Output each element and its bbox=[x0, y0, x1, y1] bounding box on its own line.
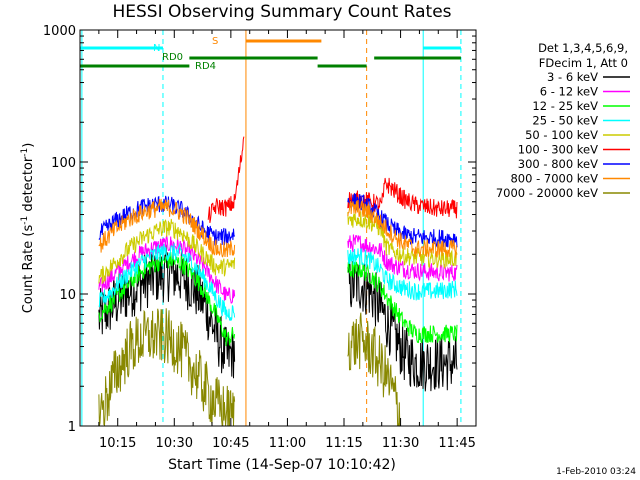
legend-label-3: 25 - 50 keV bbox=[532, 114, 598, 128]
legend-label-7: 800 - 7000 keV bbox=[510, 172, 598, 186]
flag-label-s: S bbox=[212, 36, 218, 47]
y-tick-label-1: 10 bbox=[59, 288, 76, 303]
y-axis-label-sup2: -1 bbox=[20, 148, 30, 157]
series-line-7-seg1 bbox=[98, 198, 236, 258]
series-line-6-seg2 bbox=[347, 193, 458, 249]
x-tick-label-5: 11:30 bbox=[382, 436, 419, 451]
series-line-1-seg2 bbox=[347, 234, 458, 282]
x-tick-label-1: 10:30 bbox=[156, 436, 193, 451]
series-line-3-seg1 bbox=[98, 242, 236, 321]
y-axis-label-end: ) bbox=[21, 143, 36, 148]
x-axis-label: Start Time (14-Sep-07 10:10:42) bbox=[168, 457, 396, 473]
legend-label-5: 100 - 300 keV bbox=[518, 143, 598, 157]
x-tick-label-0: 10:15 bbox=[99, 436, 136, 451]
y-tick-label-0: 1 bbox=[68, 420, 76, 435]
series-line-4-seg2 bbox=[347, 211, 458, 270]
footer-timestamp: 1-Feb-2010 03:24 bbox=[556, 467, 636, 477]
y-tick-label-2: 100 bbox=[51, 156, 76, 171]
legend-label-6: 300 - 800 keV bbox=[518, 157, 598, 171]
legend: Det 1,3,4,5,6,9,FDecim 1, Att 03 - 6 keV… bbox=[496, 41, 630, 200]
legend-label-4: 50 - 100 keV bbox=[525, 128, 598, 142]
flag-layer: N S RD0 RD4 bbox=[80, 36, 461, 72]
series-line-8-seg2 bbox=[347, 312, 401, 427]
legend-label-0: 3 - 6 keV bbox=[547, 70, 598, 84]
y-axis-label: Count Rate (s-1 detector-1) bbox=[20, 143, 36, 314]
y-axis: 1 10 100 1000 bbox=[43, 24, 476, 435]
x-tick-label-3: 11:00 bbox=[269, 436, 306, 451]
series-line-0-seg2 bbox=[347, 259, 458, 392]
y-axis-label-sup1: -1 bbox=[20, 216, 30, 225]
y-axis-label-main: Count Rate (s bbox=[21, 225, 36, 314]
series-line-3-seg2 bbox=[347, 248, 458, 301]
legend-header-0: Det 1,3,4,5,6,9, bbox=[538, 41, 628, 55]
x-axis: 10:15 10:30 10:45 11:00 11:15 11:30 11:45 bbox=[98, 30, 477, 451]
series-line-5-seg1 bbox=[207, 136, 245, 223]
flag-label-rd0: RD0 bbox=[162, 52, 183, 63]
series-line-0-seg1 bbox=[98, 244, 236, 379]
x-tick-label-2: 10:45 bbox=[212, 436, 249, 451]
plot-frame bbox=[79, 29, 477, 427]
y-axis-label-mid: detector bbox=[21, 156, 36, 216]
flag-label-rd4: RD4 bbox=[195, 61, 216, 72]
y-tick-label-3: 1000 bbox=[43, 24, 76, 39]
chart-title: HESSI Observing Summary Count Rates bbox=[112, 2, 451, 22]
series-line-7-seg2 bbox=[347, 199, 457, 259]
legend-label-1: 6 - 12 keV bbox=[540, 85, 598, 99]
legend-label-2: 12 - 25 keV bbox=[532, 99, 598, 113]
legend-label-8: 7000 - 20000 keV bbox=[496, 186, 598, 200]
x-tick-label-4: 11:15 bbox=[325, 436, 362, 451]
series-line-2-seg2 bbox=[347, 260, 458, 344]
legend-header-1: FDecim 1, Att 0 bbox=[539, 56, 628, 70]
flag-label-n: N bbox=[153, 43, 160, 54]
x-tick-label-6: 11:45 bbox=[438, 436, 475, 451]
series-layer bbox=[98, 136, 458, 427]
